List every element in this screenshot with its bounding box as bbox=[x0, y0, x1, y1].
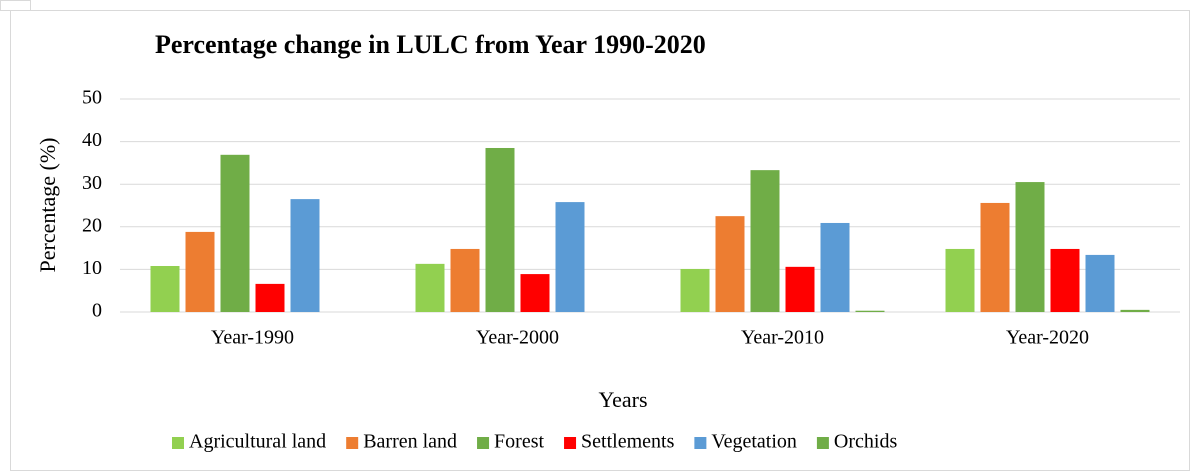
legend-swatch bbox=[694, 437, 707, 449]
legend-label: Forest bbox=[494, 431, 544, 453]
bar bbox=[680, 268, 710, 312]
legend-label: Agricultural land bbox=[189, 431, 326, 453]
chart-title: Percentage change in LULC from Year 1990… bbox=[155, 30, 706, 59]
legend-swatch bbox=[816, 437, 829, 449]
bar bbox=[485, 147, 515, 312]
bar bbox=[555, 202, 585, 312]
x-tick-label: Year-2000 bbox=[476, 327, 559, 349]
bar bbox=[855, 310, 885, 312]
tab bbox=[0, 0, 31, 11]
bar bbox=[715, 216, 745, 312]
bar bbox=[785, 266, 815, 312]
x-tick-label: Year-1990 bbox=[211, 327, 294, 349]
bar bbox=[820, 222, 850, 312]
x-tick-label: Year-2010 bbox=[741, 327, 824, 349]
y-tick-label: 50 bbox=[82, 87, 102, 109]
legend-label: Vegetation bbox=[711, 431, 797, 453]
bar bbox=[520, 274, 550, 312]
y-tick-label: 30 bbox=[82, 172, 102, 194]
legend-swatch bbox=[172, 437, 184, 449]
bar bbox=[945, 248, 975, 312]
legend-swatch bbox=[477, 437, 490, 449]
bar bbox=[980, 202, 1010, 312]
bar bbox=[1120, 309, 1150, 312]
bar bbox=[290, 199, 320, 312]
bar bbox=[1050, 248, 1080, 312]
y-tick-label: 10 bbox=[82, 257, 102, 279]
bar bbox=[150, 265, 180, 312]
x-axis-label: Years bbox=[598, 387, 647, 412]
bar bbox=[220, 154, 250, 312]
y-tick-label: 20 bbox=[82, 214, 102, 236]
legend-label: Barren land bbox=[363, 431, 457, 453]
legend: Agricultural land Barren land Forest Settle… bbox=[172, 431, 897, 453]
y-tick-label: 40 bbox=[82, 129, 102, 151]
bar bbox=[415, 263, 445, 312]
y-tick-label: 0 bbox=[92, 300, 102, 322]
bar bbox=[255, 283, 285, 312]
bar bbox=[1015, 182, 1045, 312]
legend-swatch bbox=[346, 437, 359, 449]
bar bbox=[1085, 254, 1115, 312]
x-tick-label: Year-2020 bbox=[1006, 327, 1089, 349]
legend-label: Settlements bbox=[581, 431, 675, 453]
y-axis-label: Percentage (%) bbox=[35, 138, 60, 273]
bar bbox=[750, 170, 780, 312]
legend-label: Orchids bbox=[834, 431, 898, 453]
bar bbox=[450, 248, 480, 312]
legend-swatch bbox=[564, 437, 577, 449]
bar bbox=[185, 231, 215, 312]
